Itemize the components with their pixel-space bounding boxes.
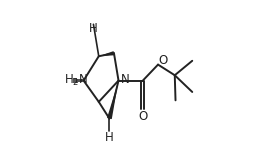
Text: O: O (159, 54, 168, 67)
Polygon shape (99, 51, 115, 56)
Text: N: N (121, 73, 130, 86)
Text: H$_2$N: H$_2$N (64, 73, 88, 88)
Text: H: H (105, 131, 114, 144)
Polygon shape (107, 81, 119, 119)
Text: O: O (138, 110, 147, 123)
Text: H: H (89, 22, 98, 35)
